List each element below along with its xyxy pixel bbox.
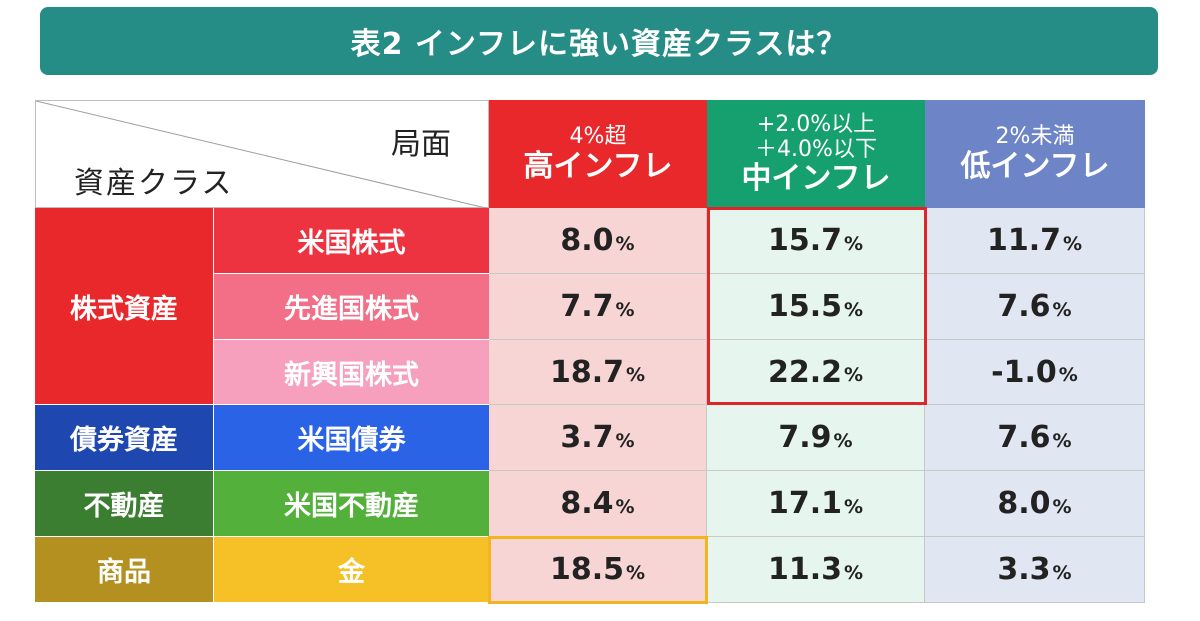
category-equity: 株式資産 xyxy=(35,208,213,405)
column-header-range: 2%未満 xyxy=(995,124,1075,150)
value-cell: 3.3% xyxy=(925,537,1145,603)
column-header-range: +2.0%以上 xyxy=(756,112,876,138)
value-cell: 7.6% xyxy=(925,274,1145,340)
diagonal-divider xyxy=(36,101,490,209)
column-header-label: 低インフレ xyxy=(960,148,1110,184)
value-cell: 3.7% xyxy=(489,405,707,471)
value-cell: 8.4% xyxy=(489,471,707,537)
category-real-estate: 不動産 xyxy=(35,471,213,537)
phase-label: 局面 xyxy=(391,127,451,162)
page-title: 表2 インフレに強い資産クラスは？ xyxy=(40,7,1158,75)
highlight-box-equity-mid-inflation xyxy=(707,207,927,405)
category-bonds: 債券資産 xyxy=(35,405,213,471)
value-cell: 18.7% xyxy=(489,340,707,405)
value-cell: 11.7% xyxy=(925,208,1145,274)
column-header-range-2: ＋4.0%以下 xyxy=(755,136,877,162)
row-label-gold: 金 xyxy=(213,537,489,603)
value-cell: 15.7% xyxy=(707,208,925,274)
value-cell: 8.0% xyxy=(925,471,1145,537)
column-header-mid-inflation: +2.0%以上 ＋4.0%以下 中インフレ xyxy=(707,100,925,208)
column-header-label: 高インフレ xyxy=(523,148,673,184)
asset-class-label: 資産クラス xyxy=(74,166,234,201)
value-cell: 17.1% xyxy=(707,471,925,537)
value-cell: -1.0% xyxy=(925,340,1145,405)
row-label-us-bonds: 米国債券 xyxy=(213,405,489,471)
value-cell: 7.6% xyxy=(925,405,1145,471)
column-header-low-inflation: 2%未満 低インフレ xyxy=(925,100,1145,208)
value-cell: 7.9% xyxy=(707,405,925,471)
row-label-us-equity: 米国株式 xyxy=(213,208,489,274)
value-cell: 7.7% xyxy=(489,274,707,340)
value-cell: 11.3% xyxy=(707,537,925,603)
column-header-high-inflation: 4%超 高インフレ xyxy=(489,100,707,208)
highlight-box-gold-high-inflation xyxy=(488,536,708,604)
value-cell: 18.5% xyxy=(489,537,707,603)
column-header-label: 中インフレ xyxy=(741,160,891,196)
row-label-developed-equity: 先進国株式 xyxy=(213,274,489,340)
value-cell: 22.2% xyxy=(707,340,925,405)
column-header-range: 4%超 xyxy=(569,124,627,150)
value-cell: 8.0% xyxy=(489,208,707,274)
category-commodities: 商品 xyxy=(35,537,213,603)
row-label-us-real-estate: 米国不動産 xyxy=(213,471,489,537)
row-label-emerging-equity: 新興国株式 xyxy=(213,340,489,405)
corner-header: 局面 資産クラス xyxy=(35,100,490,209)
